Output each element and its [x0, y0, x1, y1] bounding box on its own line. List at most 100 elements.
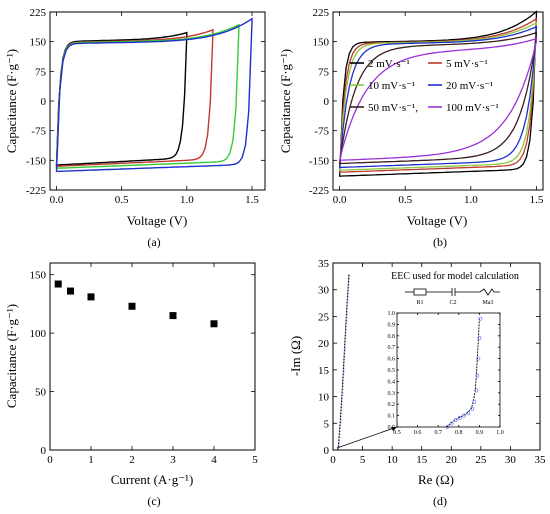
panel-d-x-tick-label: 15 — [416, 454, 428, 466]
panel-c-xlabel: Current (A·g⁻¹) — [111, 472, 194, 487]
panel-d-x-ticks: 0 5 10 15 20 25 30 35 — [330, 263, 546, 466]
panel-d-frame — [332, 262, 541, 451]
panel-c-frame — [49, 262, 256, 451]
cv-curve-a-1 — [55, 28, 214, 168]
panel-c-ylabel: Capacitance (F·g⁻¹) — [4, 304, 19, 408]
cv-curve-b-0 — [338, 10, 538, 177]
inset-y-tick-label: 0.4 — [388, 379, 396, 385]
cv-curve-a-0 — [55, 31, 188, 166]
legend-label-2: 10 mV·s⁻¹ — [368, 80, 415, 92]
panel-d-x-tick-label: 0 — [330, 454, 336, 466]
inset-data-point — [445, 425, 450, 429]
panel-b-legend: 2 mV·s⁻¹ 5 mV·s⁻¹ 10 mV·s⁻¹ 20 mV·s⁻¹ 50 mV·… — [350, 58, 499, 114]
inset-y-tick-label: 0.3 — [388, 391, 396, 397]
legend-label-5: 100 mV·s⁻¹ — [446, 102, 499, 114]
panel-d-y-tick-label: 5 — [324, 418, 330, 430]
cv-curve-b-4 — [338, 31, 538, 165]
eec-circuit: R1 C2 Ma3 — [405, 288, 500, 306]
panel-a-x-tick-label: 1.5 — [245, 194, 259, 206]
panel-c-y-tick-label: 0 — [41, 445, 47, 457]
inset-x-tick-label: 0.5 — [393, 430, 401, 436]
circuit-label-c2: C2 — [449, 300, 456, 306]
panel-c-x-tick-label: 1 — [88, 454, 94, 466]
panel-b-x-tick-label: 0.0 — [333, 194, 347, 206]
panel-a-y-ticks: -225 -150 -75 0 75 150 225 — [26, 7, 265, 197]
panel-a-y-tick-label: -75 — [31, 126, 46, 138]
inset-fit-curve — [446, 318, 480, 428]
panel-c-points — [54, 280, 218, 328]
inset-data-point — [466, 411, 470, 416]
panel-d-inset: 0.5 0.6 0.7 0.8 0.9 1.0 0.0 0.1 0.2 0.3 0.4 0.5 0.6… — [388, 311, 504, 436]
panel-a-y-tick-label: 150 — [30, 37, 47, 49]
inset-y-tick-label: 1.0 — [388, 311, 396, 317]
panel-b-y-tick-label: 75 — [318, 66, 330, 78]
data-point — [67, 287, 74, 295]
panel-c-y-tick-label: 50 — [35, 387, 47, 399]
panel-d-x-tick-label: 10 — [387, 454, 399, 466]
panel-a-x-tick-label: 0.5 — [115, 194, 129, 206]
legend-label-1: 5 mV·s⁻¹ — [446, 58, 488, 70]
cpe-ma3 — [479, 288, 500, 296]
inset-curve — [445, 316, 483, 429]
panel-b-xlabel: Voltage (V) — [407, 213, 468, 228]
panel-d-y-tick-label: 30 — [318, 285, 330, 297]
data-point — [169, 312, 177, 320]
inset-data-point — [477, 336, 482, 340]
panel-b-x-tick-label: 0.5 — [398, 194, 412, 206]
data-point — [210, 320, 218, 328]
inset-y-tick-label: 0.6 — [388, 357, 396, 363]
inset-y-tick-label: 0.7 — [388, 345, 396, 351]
inset-pointer-arrow — [336, 426, 398, 449]
panel-d-x-tick-label: 20 — [446, 454, 458, 466]
panel-d-ylabel: -Im (Ω) — [288, 336, 303, 376]
circuit-label-ma3: Ma3 — [483, 300, 494, 306]
nyquist-data-curve — [337, 273, 351, 451]
panel-b-curves — [338, 10, 538, 177]
panel-c: 0 1 2 3 4 5 0 50 100 150 Current (A·g⁻¹) Capacit… — [4, 262, 258, 508]
panel-a-y-tick-label: 75 — [35, 66, 47, 78]
panel-c-x-tick-label: 4 — [211, 454, 217, 466]
panel-b-y-tick-label: 150 — [313, 37, 330, 49]
cv-curve-a-2 — [55, 23, 240, 169]
inset-data-point — [476, 356, 481, 361]
panel-b-y-tick-label: -150 — [309, 155, 330, 167]
inset-data-point — [470, 406, 475, 411]
panel-a-label: (a) — [147, 235, 160, 249]
panel-c-y-tick-label: 100 — [30, 328, 47, 340]
inset-data-point — [453, 418, 458, 423]
panel-c-x-tick-label: 3 — [170, 454, 176, 466]
panel-d-y-ticks: 0 5 10 15 20 25 30 35 — [318, 258, 540, 457]
panel-b-y-ticks: -225 -150 -75 0 75 150 225 — [309, 7, 543, 197]
panel-d-y-tick-label: 20 — [318, 338, 330, 350]
resistor-r1 — [413, 288, 427, 296]
inset-y-ticks: 0.0 0.1 0.2 0.3 0.4 0.5 0.6 0.7 0.8 0.9 1.0 — [388, 311, 500, 431]
panel-b-y-tick-label: -225 — [309, 185, 330, 197]
panel-d-main-curve — [336, 273, 351, 451]
inset-data-point — [462, 413, 466, 418]
panel-a-ylabel: Capacitance (F·g⁻¹) — [4, 49, 19, 153]
circuit-label-r1: R1 — [416, 300, 423, 306]
panel-c-label: (c) — [147, 494, 160, 508]
inset-y-tick-label: 0.5 — [388, 368, 396, 374]
inset-x-tick-label: 0.6 — [414, 430, 422, 436]
panel-b-ylabel: Capacitance (F·g⁻¹) — [278, 49, 293, 153]
panel-d-y-tick-label: 10 — [318, 392, 330, 404]
legend-label-0: 2 mV·s⁻¹ — [368, 58, 410, 70]
inset-x-tick-label: 0.8 — [455, 430, 463, 436]
inset-y-tick-label: 0.8 — [388, 334, 396, 340]
inset-frame — [396, 312, 501, 428]
panel-d-y-tick-label: 0 — [324, 445, 330, 457]
panel-a-x-tick-label: 1.0 — [180, 194, 194, 206]
inset-x-tick-label: 0.7 — [434, 430, 442, 436]
panel-c-x-tick-label: 5 — [252, 454, 258, 466]
panel-b-y-tick-label: 0 — [324, 96, 330, 108]
inset-x-tick-label: 1.0 — [496, 430, 504, 436]
inset-data-point — [457, 415, 462, 420]
panel-a-curves — [55, 17, 253, 173]
panel-a-y-tick-label: 0 — [41, 96, 47, 108]
inset-pointer-arrowhead — [391, 427, 397, 431]
panel-a-x-ticks: 0.0 0.5 1.0 1.5 — [50, 12, 259, 206]
panel-d-y-tick-label: 35 — [318, 258, 330, 270]
nyquist-fit-curve — [336, 273, 350, 451]
